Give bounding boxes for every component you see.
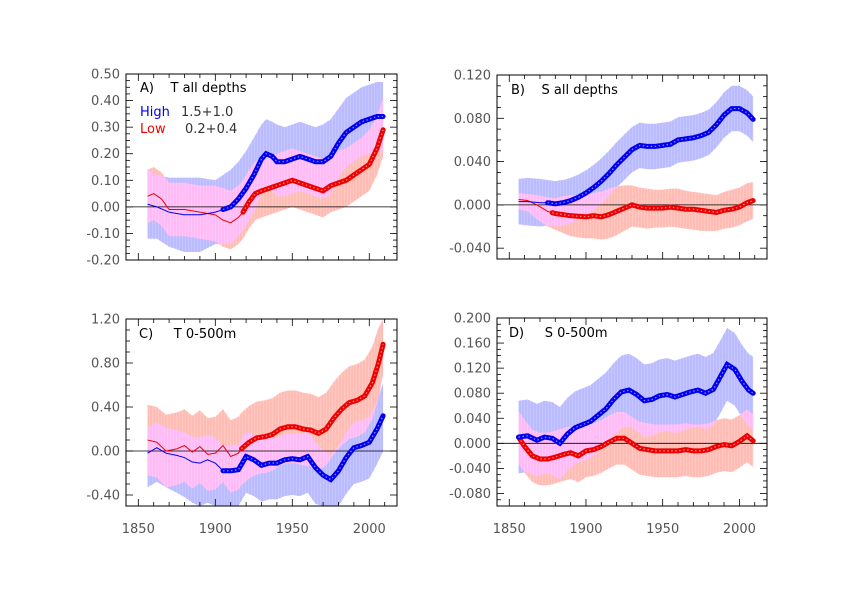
y-tick-label: 0.000 bbox=[454, 198, 491, 213]
y-tick-label: -0.040 bbox=[449, 462, 491, 477]
high-series-line-bold bbox=[516, 360, 756, 447]
high-series-line-thin bbox=[518, 201, 548, 204]
panel-d-title: D) S 0-500m bbox=[509, 326, 608, 341]
low-series-line-markers bbox=[242, 129, 384, 213]
x-tick-label: 1950 bbox=[276, 522, 309, 537]
y-tick-label: 0.00 bbox=[91, 200, 120, 215]
y-tick-label: -0.080 bbox=[449, 487, 491, 502]
low-series-line-bold bbox=[549, 198, 756, 220]
x-tick-label: 1850 bbox=[493, 522, 526, 537]
y-tick-label: 0.040 bbox=[454, 155, 491, 170]
low-series-line-markers bbox=[241, 344, 384, 450]
panel-a-bands bbox=[147, 82, 384, 252]
panel-d-axes: -0.080 -0.040 0.000 0.040 0.080 0.120 0.160 0.2… bbox=[449, 312, 768, 537]
legend-high-label: High bbox=[140, 105, 170, 120]
panel-d-lines bbox=[497, 360, 767, 462]
y-tick-label: -0.20 bbox=[86, 254, 120, 269]
high-uncertainty-band bbox=[518, 85, 754, 227]
panel-c-bands bbox=[147, 319, 384, 506]
panel-a: -0.20 -0.10 0.00 0.10 0.20 0.30 0.40 0.50 A) T … bbox=[86, 68, 398, 269]
x-tick-label: 2000 bbox=[723, 522, 756, 537]
panel-d: -0.080 -0.040 0.000 0.040 0.080 0.120 0.160 0.2… bbox=[449, 312, 768, 537]
y-tick-label: 0.080 bbox=[454, 387, 491, 402]
panel-c: -0.40 0.00 0.40 0.80 1.20 1850 1900 1950 2000 C)… bbox=[86, 313, 398, 537]
x-tick-label: 2000 bbox=[353, 522, 386, 537]
x-tick-label: 1850 bbox=[122, 522, 155, 537]
y-tick-label: -0.40 bbox=[86, 489, 120, 504]
y-tick-label: 0.30 bbox=[91, 121, 120, 136]
panel-c-axes: -0.40 0.00 0.40 0.80 1.20 1850 1900 1950 2000 bbox=[86, 313, 398, 537]
panel-b-lines bbox=[497, 106, 767, 220]
y-tick-label: 0.000 bbox=[454, 437, 491, 452]
x-tick-label: 1950 bbox=[646, 522, 679, 537]
y-tick-label: 0.040 bbox=[454, 412, 491, 427]
y-tick-label: 0.00 bbox=[91, 445, 120, 460]
high-series-line-markers bbox=[223, 415, 384, 481]
x-tick-label: 1900 bbox=[199, 522, 232, 537]
panel-b-bands bbox=[518, 85, 754, 240]
y-tick-label: 0.50 bbox=[91, 68, 120, 83]
y-tick-label: 0.40 bbox=[91, 401, 120, 416]
high-series-line-thin bbox=[147, 203, 224, 216]
y-tick-label: 0.40 bbox=[91, 94, 120, 109]
y-tick-label: -0.10 bbox=[86, 227, 120, 242]
overlap-uncertainty-band bbox=[518, 409, 754, 480]
high-series-line-markers bbox=[222, 115, 384, 211]
panel-b: -0.040 0.000 0.040 0.080 0.120 B) S all dept… bbox=[449, 69, 768, 260]
y-tick-label: 0.20 bbox=[91, 147, 120, 162]
y-tick-label: -0.040 bbox=[449, 242, 491, 257]
legend-low-value: 0.2+0.4 bbox=[185, 122, 237, 137]
y-tick-label: 0.120 bbox=[454, 69, 491, 84]
y-tick-label: 0.80 bbox=[91, 357, 120, 372]
y-tick-label: 0.120 bbox=[454, 362, 491, 377]
overlap-uncertainty-band bbox=[147, 97, 384, 245]
high-series-line-thin bbox=[147, 447, 224, 472]
panel-d-bands bbox=[518, 328, 754, 486]
y-tick-label: 0.200 bbox=[454, 312, 491, 327]
low-series-line-thin bbox=[147, 439, 242, 458]
panel-c-lines bbox=[126, 341, 397, 483]
panel-a-lines bbox=[126, 114, 397, 224]
low-series-line-thin bbox=[147, 193, 244, 224]
low-series-line-thin bbox=[518, 199, 553, 214]
x-tick-label: 1900 bbox=[569, 522, 602, 537]
y-tick-label: 1.20 bbox=[91, 313, 120, 328]
legend-high-value: 1.5+1.0 bbox=[181, 105, 233, 120]
panel-c-title: C) T 0-500m bbox=[139, 327, 236, 342]
overlap-uncertainty-band bbox=[147, 382, 384, 493]
low-series-line-bold bbox=[516, 432, 756, 462]
panel-a-title: A) T all depths bbox=[140, 81, 247, 96]
panel-b-title: B) S all depths bbox=[511, 83, 618, 98]
panel-a-axes: -0.20 -0.10 0.00 0.10 0.20 0.30 0.40 0.50 bbox=[86, 68, 398, 269]
legend-low-label: Low bbox=[140, 122, 166, 137]
y-tick-label: 0.10 bbox=[91, 174, 120, 189]
y-tick-label: 0.080 bbox=[454, 112, 491, 127]
panel-b-axes: -0.040 0.000 0.040 0.080 0.120 bbox=[449, 69, 768, 260]
high-series-line-bold bbox=[545, 106, 756, 207]
y-tick-label: 0.160 bbox=[454, 337, 491, 352]
